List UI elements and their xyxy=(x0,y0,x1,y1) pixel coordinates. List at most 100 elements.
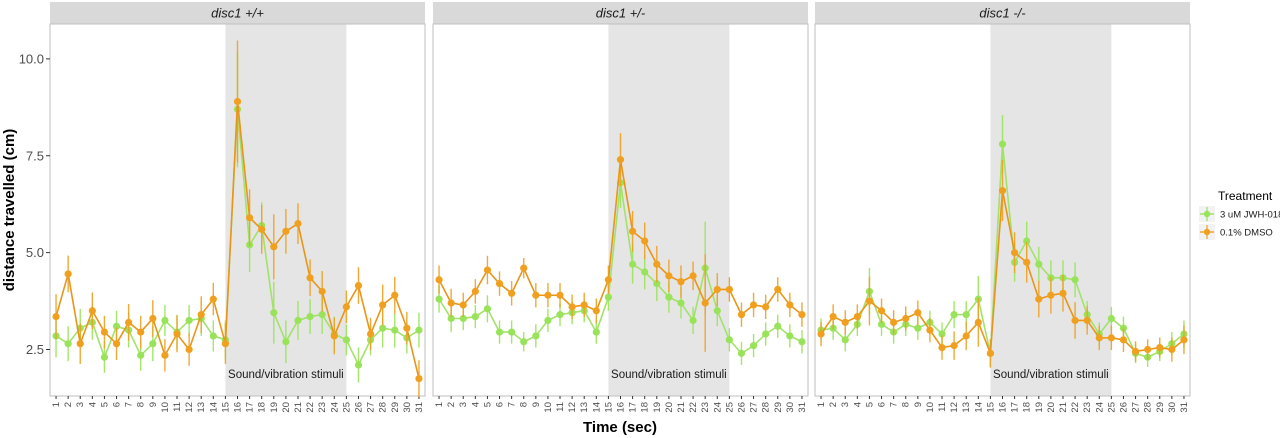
data-point xyxy=(459,301,467,309)
x-tick-label: 20 xyxy=(1046,402,1057,413)
data-point xyxy=(556,291,564,299)
data-point xyxy=(986,349,995,357)
x-tick-label: 24 xyxy=(1094,402,1105,413)
x-tick-label: 29 xyxy=(390,402,401,413)
x-tick-label: 14 xyxy=(591,402,602,413)
x-tick-label: 8 xyxy=(519,402,530,407)
data-point xyxy=(725,285,733,294)
panel-strip xyxy=(433,2,808,24)
data-point xyxy=(306,312,314,321)
x-tick-label: 10 xyxy=(160,402,171,413)
x-tick-label: 6 xyxy=(495,402,506,407)
x-tick-label: 3 xyxy=(458,402,469,407)
x-tick-label: 18 xyxy=(257,402,268,413)
data-point xyxy=(112,340,121,348)
data-point xyxy=(616,156,625,164)
x-tick-label: 3 xyxy=(75,402,86,407)
data-point xyxy=(890,318,898,326)
data-point xyxy=(1107,314,1115,323)
x-tick-label: 27 xyxy=(1131,402,1142,413)
data-point xyxy=(786,332,794,340)
data-point xyxy=(209,332,217,340)
data-point xyxy=(185,345,193,354)
stimulus-region xyxy=(990,24,1112,396)
legend-label: 3 uM JWH-018 xyxy=(1220,210,1280,221)
data-point xyxy=(185,316,193,325)
data-point xyxy=(342,303,350,311)
x-tick-label: 21 xyxy=(293,402,304,413)
data-point xyxy=(137,328,145,336)
x-tick-label: 27 xyxy=(749,402,760,413)
data-point xyxy=(1119,336,1128,344)
data-point xyxy=(841,318,849,326)
data-point xyxy=(1023,237,1031,245)
data-point xyxy=(1144,345,1152,354)
data-point xyxy=(282,338,290,346)
panel-title: disc1 +/- xyxy=(596,6,646,21)
data-point xyxy=(762,303,770,311)
x-tick-label: 26 xyxy=(353,402,364,413)
data-point xyxy=(391,326,399,334)
data-point xyxy=(725,336,733,344)
data-point xyxy=(544,291,552,299)
data-point xyxy=(762,330,770,338)
data-point xyxy=(471,312,479,321)
data-point xyxy=(974,318,982,326)
data-point xyxy=(829,312,837,321)
x-tick-label: 30 xyxy=(1167,402,1178,413)
data-point xyxy=(483,305,492,313)
data-point xyxy=(366,330,375,338)
x-tick-label: 5 xyxy=(864,402,875,407)
data-point xyxy=(88,307,96,315)
y-axis-title: distance travelled (cm) xyxy=(1,129,18,292)
x-tick-label: 6 xyxy=(112,402,123,407)
data-point xyxy=(938,330,946,338)
x-tick-label: 9 xyxy=(531,402,542,407)
x-tick-label: 28 xyxy=(1143,402,1154,413)
data-point xyxy=(580,301,588,309)
x-tick-label: 14 xyxy=(208,402,219,413)
data-point xyxy=(342,336,350,344)
data-point xyxy=(902,314,910,323)
panel-strip xyxy=(50,2,425,24)
data-point xyxy=(270,243,278,251)
x-tick-label: 12 xyxy=(184,402,195,413)
x-tick-label: 16 xyxy=(616,402,627,413)
series-dmso xyxy=(817,160,1188,368)
data-point xyxy=(532,332,540,340)
x-tick-label: 1 xyxy=(51,402,62,407)
data-point xyxy=(76,340,84,348)
data-point xyxy=(774,322,782,330)
x-tick-label: 7 xyxy=(889,402,900,407)
x-tick-label: 19 xyxy=(1034,402,1045,413)
x-tick-label: 2 xyxy=(446,402,457,407)
data-point xyxy=(149,340,157,348)
panel-title: disc1 -/- xyxy=(979,6,1026,21)
legend-key-point xyxy=(1203,210,1211,218)
data-point xyxy=(495,280,504,288)
x-tick-label: 10 xyxy=(925,402,936,413)
x-tick-label: 5 xyxy=(482,402,493,407)
x-tick-label: 2 xyxy=(63,402,74,407)
data-point xyxy=(403,324,411,332)
data-point xyxy=(653,260,661,268)
data-point xyxy=(435,295,443,303)
x-tick-label: 17 xyxy=(245,402,256,413)
data-point xyxy=(459,314,467,323)
stimulus-label: Sound/vibration stimuli xyxy=(611,369,727,381)
data-point xyxy=(161,351,169,359)
data-point xyxy=(100,328,109,336)
data-point xyxy=(677,278,685,286)
x-tick-label: 30 xyxy=(785,402,796,413)
data-point xyxy=(415,374,423,383)
x-tick-label: 25 xyxy=(341,402,352,413)
data-point xyxy=(379,301,387,309)
data-point xyxy=(556,311,564,319)
data-point xyxy=(641,268,649,276)
data-point xyxy=(1059,289,1067,297)
x-tick-label: 22 xyxy=(1070,402,1081,413)
x-tick-label: 18 xyxy=(1022,402,1033,413)
x-tick-label: 17 xyxy=(628,402,639,413)
data-point xyxy=(520,264,528,272)
